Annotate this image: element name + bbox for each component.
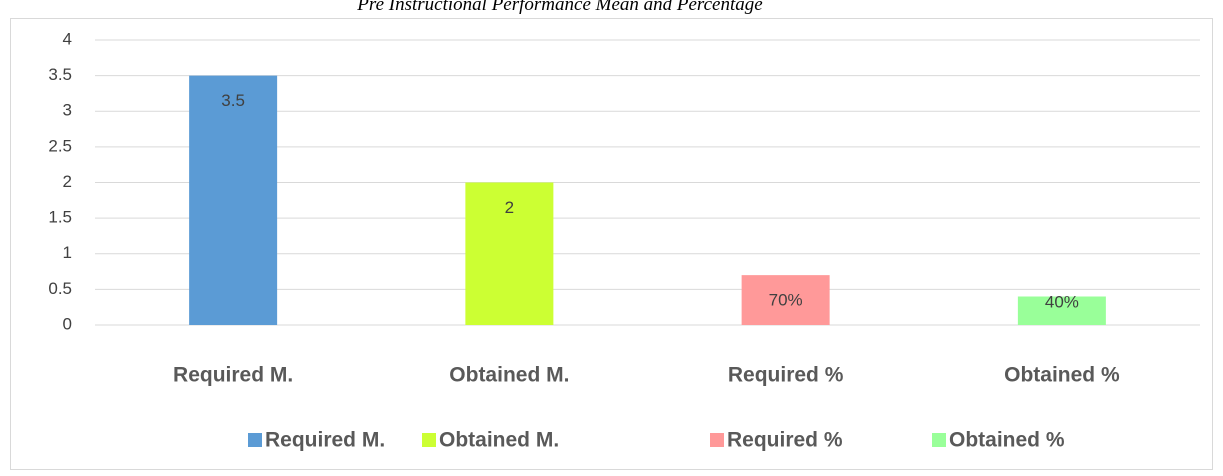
y-tick-label: 3.5	[48, 65, 72, 84]
y-tick-label: 3	[63, 101, 72, 120]
legend-swatch	[932, 433, 946, 447]
y-tick-label: 1	[63, 243, 72, 262]
y-tick-label: 2	[63, 172, 72, 191]
x-tick-label: Obtained %	[1004, 364, 1120, 387]
legend-swatch	[710, 433, 724, 447]
legend-label: Obtained M.	[439, 429, 559, 452]
x-tick-label: Obtained M.	[449, 364, 569, 387]
y-tick-label: 0.5	[48, 279, 72, 298]
legend-swatch	[422, 433, 436, 447]
x-tick-label: Required M.	[173, 364, 293, 387]
bar	[465, 182, 554, 325]
chart-title: Pre Instructional Performance Mean and P…	[356, 0, 762, 15]
bar	[189, 75, 278, 325]
legend-swatch	[248, 433, 262, 447]
y-tick-label: 0	[63, 314, 72, 333]
legend-label: Obtained %	[949, 429, 1065, 452]
x-tick-label: Required %	[728, 364, 844, 387]
y-tick-label: 4	[63, 29, 72, 48]
data-label: 70%	[769, 291, 803, 310]
legend-label: Required %	[727, 429, 843, 452]
legend-label: Required M.	[265, 429, 385, 452]
y-tick-label: 2.5	[48, 136, 72, 155]
data-label: 3.5	[221, 91, 245, 110]
bar	[741, 275, 830, 325]
y-tick-label: 1.5	[48, 208, 72, 227]
bar	[1017, 296, 1106, 325]
data-label: 40%	[1045, 292, 1079, 311]
data-label: 2	[505, 198, 514, 217]
